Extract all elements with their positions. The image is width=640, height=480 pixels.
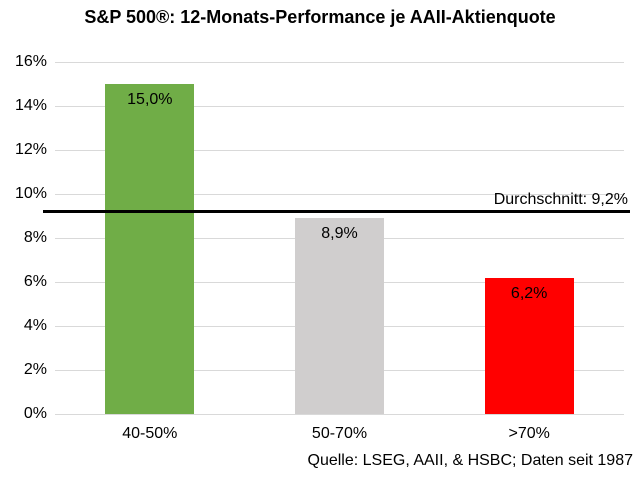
gridline	[55, 149, 624, 151]
gridline	[55, 105, 624, 107]
y-tick-label: 10%	[14, 185, 47, 202]
average-line	[43, 210, 630, 214]
x-category-label: 50-70%	[311, 425, 368, 442]
y-tick-label: 6%	[23, 273, 47, 290]
average-line-label: Durchschnitt: 9,2%	[493, 190, 628, 208]
bar-value-label: 6,2%	[510, 284, 548, 302]
y-tick-label: 16%	[14, 53, 47, 70]
source-caption: Quelle: LSEG, AAII, & HSBC; Daten seit 1…	[307, 452, 634, 469]
bar-value-label: 8,9%	[321, 225, 358, 243]
bar	[484, 277, 574, 414]
bar	[105, 84, 195, 414]
gridline	[55, 413, 624, 415]
y-tick-label: 0%	[23, 405, 47, 422]
chart-title: S&P 500®: 12-Monats-Performance je AAII-…	[84, 7, 556, 27]
gridline	[55, 193, 624, 195]
gridline	[55, 61, 624, 63]
y-tick-label: 8%	[23, 229, 47, 246]
bar	[295, 218, 384, 414]
bar-value-label: 15,0%	[127, 91, 173, 108]
y-tick-label: 12%	[14, 141, 47, 158]
x-category-label: >70%	[508, 425, 550, 442]
y-tick-label: 14%	[14, 97, 47, 114]
x-category-label: 40-50%	[122, 425, 178, 442]
y-tick-label: 4%	[23, 317, 47, 334]
y-tick-label: 2%	[23, 361, 47, 378]
